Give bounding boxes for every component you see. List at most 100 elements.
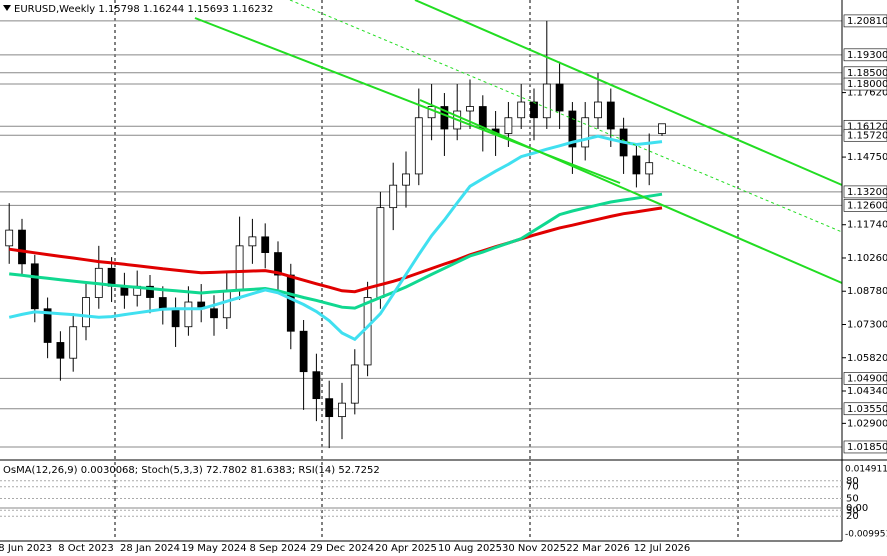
level-label: 1.19300 <box>847 50 887 61</box>
level-label: 1.20810 <box>847 16 887 27</box>
moving-average <box>9 192 663 310</box>
menu-arrow[interactable] <box>3 5 11 11</box>
indicator-level-label: 80 <box>846 476 859 487</box>
candle-body <box>606 101 615 130</box>
x-tick-label: 20 Apr 2025 <box>375 543 437 554</box>
x-tick-label: 12 Jul 2026 <box>634 543 691 554</box>
level-box <box>843 440 887 454</box>
x-tick-label: 19 May 2024 <box>181 543 246 554</box>
channel-line <box>419 99 843 284</box>
candle-body <box>286 274 295 332</box>
candle-body <box>274 252 282 276</box>
y-tick-label: 1.08780 <box>847 286 887 297</box>
indicator-level-label: 70 <box>846 482 859 493</box>
candle-body <box>171 308 180 328</box>
y-tick-label: 1.11740 <box>847 220 887 231</box>
candle-body <box>146 285 154 298</box>
level-label: 1.03550 <box>847 404 887 415</box>
candle-body <box>43 308 52 343</box>
candle-body <box>261 236 270 253</box>
level-label: 1.13200 <box>847 187 887 198</box>
level-label: 1.12600 <box>847 200 887 211</box>
level-box <box>843 402 887 416</box>
x-tick-label: 28 Jan 2024 <box>120 543 180 554</box>
level-label: 1.04900 <box>847 373 887 384</box>
candle-body <box>350 364 359 404</box>
candle-body <box>542 83 551 119</box>
y-tick-label: 1.04340 <box>847 386 887 397</box>
candle-body <box>56 342 65 359</box>
level-box <box>843 48 887 62</box>
candle-body <box>363 297 372 366</box>
candle-body <box>440 106 449 130</box>
level-box <box>843 199 887 212</box>
level-label: 1.18500 <box>847 68 887 79</box>
y-tick-label: 1.14750 <box>847 152 887 163</box>
x-tick-label: 22 Mar 2026 <box>566 543 629 554</box>
candle-body <box>517 101 526 119</box>
plot <box>5 20 666 449</box>
x-tick-label: 18 Jun 2023 <box>0 543 52 554</box>
candle-body <box>222 290 231 319</box>
trend-channel <box>194 0 843 284</box>
candle-body <box>504 117 513 134</box>
indicator-level-label: 30 <box>846 505 859 516</box>
y-tick-label: 1.07300 <box>847 319 887 330</box>
level-label: 1.18000 <box>847 79 887 90</box>
candle-body <box>5 229 14 247</box>
x-tick-label: 10 Aug 2025 <box>438 543 502 554</box>
candle-body <box>30 263 39 310</box>
level-box <box>843 372 887 385</box>
x-tick-label: 29 Dec 2024 <box>310 543 374 554</box>
candle-body <box>325 398 334 418</box>
moving-average <box>8 134 663 342</box>
candle-body <box>568 110 577 148</box>
candle-body <box>555 83 564 112</box>
candle-body <box>658 123 666 134</box>
y-tick-label: 1.17620 <box>847 88 887 99</box>
channel-line <box>414 0 843 186</box>
level-box <box>843 128 887 142</box>
indicator-level-label: 50 <box>846 494 859 505</box>
vertical-grid <box>114 0 739 540</box>
candle-body <box>299 330 308 373</box>
candle-body <box>69 326 78 359</box>
channel-mid <box>289 0 843 233</box>
level-box <box>843 185 887 199</box>
candle-body <box>581 117 590 148</box>
chart-title: EURUSD,Weekly 1.15798 1.16244 1.15693 1.… <box>14 4 273 15</box>
candle-body <box>184 301 193 328</box>
indicator-title: OsMA(12,26,9) 0.0030068; Stoch(5,3,3) 72… <box>3 465 380 476</box>
candle-body <box>248 236 257 247</box>
candle-body <box>389 184 398 209</box>
candle-body <box>210 308 218 319</box>
x-tick-label: 8 Oct 2023 <box>58 543 113 554</box>
candle-body <box>414 117 423 175</box>
level-box <box>843 77 887 91</box>
level-label: 1.16120 <box>847 121 887 132</box>
candle-body <box>18 229 26 265</box>
indicator-level-label: 20 <box>846 511 859 522</box>
indicator-axis-label: 0.014911 <box>845 465 887 475</box>
indicator-zero-label: 0.00 <box>846 503 868 514</box>
x-tick-label: 30 Nov 2025 <box>502 543 566 554</box>
level-label: 1.01850 <box>847 442 887 453</box>
candle-body <box>530 101 538 119</box>
candle-body <box>235 245 244 292</box>
level-box <box>843 14 887 28</box>
candle-body <box>645 162 654 175</box>
candle-body <box>158 297 167 310</box>
candle-body <box>402 173 410 186</box>
level-label: 1.15720 <box>847 130 887 141</box>
moving-average <box>8 206 663 294</box>
x-tick-label: 8 Sep 2024 <box>249 543 306 554</box>
candle-body <box>594 101 602 119</box>
candle-body <box>338 402 346 418</box>
y-tick-label: 1.02900 <box>847 418 887 429</box>
candle-body <box>466 106 474 112</box>
y-tick-label: 1.10260 <box>847 253 887 264</box>
indicator-axis-label: -0.009951 <box>845 530 887 540</box>
